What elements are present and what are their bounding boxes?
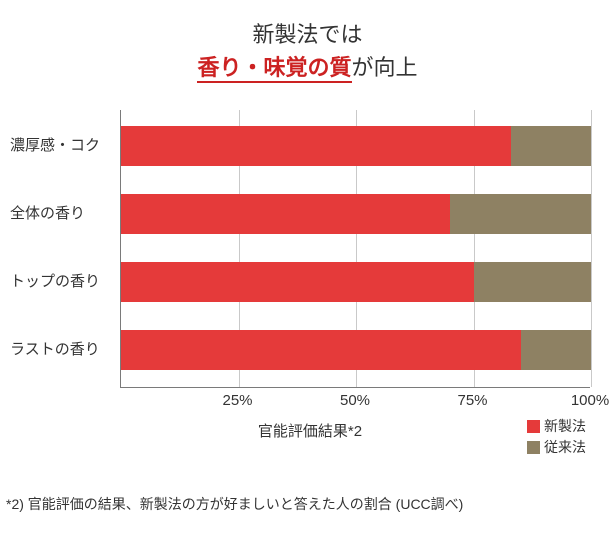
x-tick-label: 25% — [222, 392, 252, 409]
gridline — [591, 110, 592, 387]
bar-row — [121, 126, 590, 166]
bar-segment — [450, 194, 591, 234]
legend: 新製法従来法 — [527, 416, 586, 458]
x-tick-label: 100% — [571, 392, 609, 409]
plot-area — [120, 110, 590, 388]
title-highlight: 香り・味覚の質 — [197, 55, 351, 83]
legend-swatch — [527, 420, 540, 433]
category-label: 全体の香り — [10, 194, 116, 234]
legend-label: 新製法 — [544, 416, 586, 437]
legend-item: 新製法 — [527, 416, 586, 437]
title-line-2: 香り・味覚の質が向上 — [0, 51, 615, 84]
bar-segment — [121, 126, 511, 166]
bar-segment — [121, 330, 521, 370]
bar-row — [121, 330, 590, 370]
bar-segment — [521, 330, 592, 370]
x-tick-label: 75% — [457, 392, 487, 409]
bar-segment — [121, 262, 474, 302]
bar-row — [121, 194, 590, 234]
legend-swatch — [527, 441, 540, 454]
x-axis-title: 官能評価結果*2 — [10, 420, 610, 441]
bar-segment — [474, 262, 592, 302]
title-line-1: 新製法では — [0, 18, 615, 51]
category-label: ラストの香り — [10, 330, 116, 370]
footnote: *2) 官能評価の結果、新製法の方が好ましいと答えた人の割合 (UCC調べ) — [0, 494, 615, 514]
legend-item: 従来法 — [527, 437, 586, 458]
bar-segment — [511, 126, 591, 166]
title-line-2-after: が向上 — [352, 55, 418, 80]
category-label: トップの香り — [10, 262, 116, 302]
category-label: 濃厚感・コク — [10, 126, 116, 166]
chart-title: 新製法では 香り・味覚の質が向上 — [0, 0, 615, 84]
x-tick-label: 50% — [340, 392, 370, 409]
legend-label: 従来法 — [544, 437, 586, 458]
bar-row — [121, 262, 590, 302]
bar-segment — [121, 194, 450, 234]
